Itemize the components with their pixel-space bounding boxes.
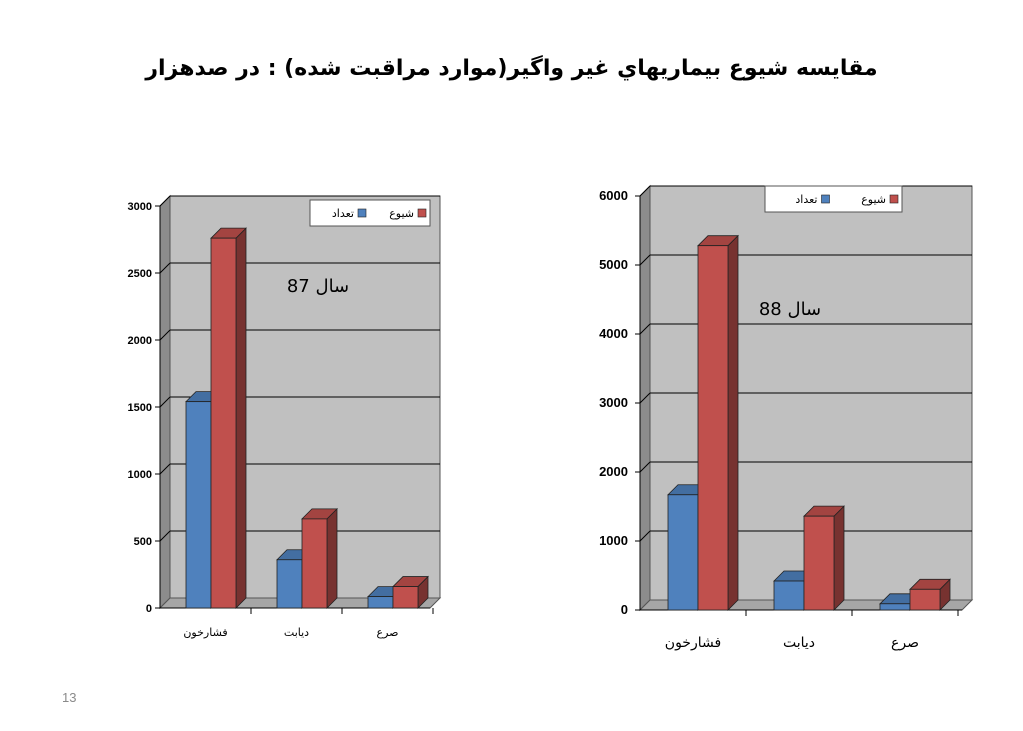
bar-front: [276, 559, 303, 609]
category-label: فشارخون: [183, 626, 227, 639]
y-tick-label: 4000: [599, 326, 628, 341]
y-tick-label: 1000: [128, 469, 152, 481]
gridline-side: [159, 262, 171, 274]
y-tick-label: 6000: [599, 188, 628, 203]
bar-front: [879, 603, 911, 611]
bar: [697, 234, 739, 611]
legend-swatch: [821, 194, 830, 204]
gridline-side: [639, 392, 651, 404]
y-tick-label: 2000: [128, 335, 152, 347]
legend-label: شيوع: [389, 207, 414, 220]
bar: [909, 578, 951, 611]
gridline-side: [639, 185, 651, 197]
y-tick-label: 2500: [128, 268, 152, 280]
y-tick-label: 2000: [599, 464, 628, 479]
bar-front: [909, 588, 941, 611]
category-label: صرع: [377, 626, 399, 639]
bar: [210, 227, 247, 609]
bar-side: [833, 505, 845, 611]
page-number: 13: [62, 690, 77, 705]
gridline-side: [639, 461, 651, 473]
gridline-side: [639, 323, 651, 335]
bar-front: [803, 515, 835, 611]
y-tick-label: 0: [146, 603, 152, 615]
legend-box: [764, 185, 903, 213]
y-tick-label: 1000: [599, 533, 628, 548]
legend-box: [309, 199, 431, 227]
y-tick-label: 3000: [128, 201, 152, 213]
chart-annotation: سال 88: [759, 299, 821, 320]
y-tick-label: 5000: [599, 257, 628, 272]
gridline-side: [159, 396, 171, 408]
legend: تعداد شيوع: [309, 199, 431, 227]
category-label: ديابت: [783, 635, 815, 651]
gridline-side: [639, 254, 651, 266]
gridline-side: [159, 463, 171, 475]
legend-label: تعداد: [795, 193, 817, 206]
y-tick-label: 0: [621, 602, 628, 617]
bar-side: [727, 234, 739, 611]
gridline-side: [159, 329, 171, 341]
y-tick-label: 500: [134, 536, 152, 548]
category-label: ديابت: [284, 626, 309, 639]
bar-front: [301, 518, 328, 609]
category-label: فشارخون: [665, 635, 721, 651]
bar-front: [185, 401, 212, 609]
slide-title: مقايسه شيوع بيماريهاي غير واگير(موارد مر…: [145, 56, 878, 81]
legend-label: شيوع: [861, 193, 886, 206]
bar: [392, 575, 429, 609]
y-tick-label: 3000: [599, 395, 628, 410]
gridline-side: [159, 195, 171, 207]
gridline-side: [159, 530, 171, 542]
gridline-side: [639, 530, 651, 542]
chart-annotation: سال 87: [287, 276, 349, 297]
legend: تعداد شيوع: [764, 185, 903, 213]
legend-swatch: [357, 208, 367, 218]
y-tick-label: 1500: [128, 402, 152, 414]
legend-swatch: [889, 194, 899, 204]
legend-label: تعداد: [332, 207, 354, 220]
bar-front: [697, 245, 729, 611]
category-label: صرع: [891, 635, 919, 651]
bar: [803, 505, 845, 611]
bar-front: [210, 237, 237, 609]
bar-front: [392, 586, 419, 609]
bar-front: [773, 580, 805, 611]
legend-swatch: [417, 208, 427, 218]
bar-front: [667, 494, 699, 611]
bar: [301, 507, 338, 609]
